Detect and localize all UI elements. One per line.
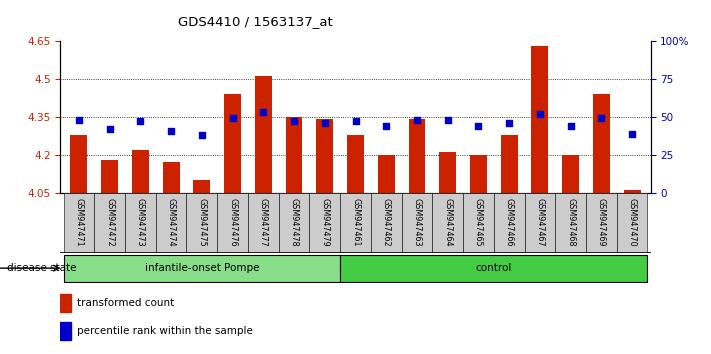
Text: GSM947464: GSM947464 — [443, 198, 452, 246]
Point — [227, 115, 238, 121]
Text: GSM947462: GSM947462 — [382, 198, 391, 246]
Bar — [562, 155, 579, 193]
Point — [73, 117, 85, 123]
Bar — [555, 193, 586, 253]
Text: GSM947471: GSM947471 — [75, 198, 83, 246]
Point — [596, 115, 607, 121]
Bar — [95, 193, 125, 253]
Text: GSM947466: GSM947466 — [505, 198, 513, 246]
Point — [442, 117, 454, 123]
Bar — [163, 162, 180, 193]
Point — [473, 123, 484, 129]
Text: GSM947470: GSM947470 — [628, 198, 636, 246]
Bar — [593, 94, 610, 193]
Bar — [463, 193, 494, 253]
Text: GSM947474: GSM947474 — [166, 198, 176, 246]
Point — [319, 120, 331, 126]
Text: transformed count: transformed count — [77, 298, 174, 308]
Bar — [60, 294, 71, 312]
Point — [166, 128, 177, 133]
Bar — [309, 193, 340, 253]
Point — [196, 132, 208, 138]
Text: GSM947478: GSM947478 — [289, 198, 299, 246]
Point — [104, 126, 115, 132]
Bar — [347, 135, 364, 193]
Bar — [470, 155, 487, 193]
Bar — [156, 193, 186, 253]
Point — [350, 119, 361, 124]
Bar — [439, 152, 456, 193]
Point — [257, 109, 269, 115]
Bar — [70, 135, 87, 193]
Bar — [494, 193, 525, 253]
Bar — [525, 193, 555, 253]
Bar — [501, 135, 518, 193]
Bar — [316, 119, 333, 193]
Point — [503, 120, 515, 126]
Bar — [63, 193, 95, 253]
Bar — [616, 193, 648, 253]
Text: GSM947475: GSM947475 — [198, 198, 206, 246]
Point — [534, 111, 545, 116]
Bar — [409, 119, 425, 193]
Bar — [217, 193, 248, 253]
Bar — [279, 193, 309, 253]
Text: control: control — [476, 263, 512, 273]
Point — [565, 123, 577, 129]
Text: disease state: disease state — [7, 263, 77, 273]
Text: GSM947473: GSM947473 — [136, 198, 145, 246]
Bar — [432, 193, 463, 253]
Text: infantile-onset Pompe: infantile-onset Pompe — [144, 263, 259, 273]
Text: GSM947467: GSM947467 — [535, 198, 545, 246]
Bar — [60, 322, 71, 340]
Bar — [624, 190, 641, 193]
Point — [411, 117, 422, 123]
Bar — [63, 255, 340, 282]
Point — [380, 123, 392, 129]
Bar — [186, 193, 217, 253]
Text: GSM947476: GSM947476 — [228, 198, 237, 246]
Point — [289, 119, 300, 124]
Bar — [340, 255, 648, 282]
Bar — [402, 193, 432, 253]
Bar — [248, 193, 279, 253]
Bar — [255, 76, 272, 193]
Text: GSM947472: GSM947472 — [105, 198, 114, 246]
Text: percentile rank within the sample: percentile rank within the sample — [77, 326, 253, 336]
Bar — [125, 193, 156, 253]
Bar — [286, 117, 302, 193]
Bar — [224, 94, 241, 193]
Text: GSM947465: GSM947465 — [474, 198, 483, 246]
Point — [134, 119, 146, 124]
Text: GDS4410 / 1563137_at: GDS4410 / 1563137_at — [178, 15, 333, 28]
Bar — [531, 46, 548, 193]
Text: GSM947477: GSM947477 — [259, 198, 268, 246]
Bar — [193, 180, 210, 193]
Text: GSM947461: GSM947461 — [351, 198, 360, 246]
Bar — [371, 193, 402, 253]
Bar — [340, 193, 371, 253]
Text: GSM947463: GSM947463 — [412, 198, 422, 246]
Text: GSM947479: GSM947479 — [320, 198, 329, 246]
Point — [626, 131, 638, 136]
Bar — [378, 155, 395, 193]
Bar — [586, 193, 616, 253]
Text: GSM947469: GSM947469 — [597, 198, 606, 246]
Text: GSM947468: GSM947468 — [566, 198, 575, 246]
Bar — [132, 150, 149, 193]
Bar — [101, 160, 118, 193]
